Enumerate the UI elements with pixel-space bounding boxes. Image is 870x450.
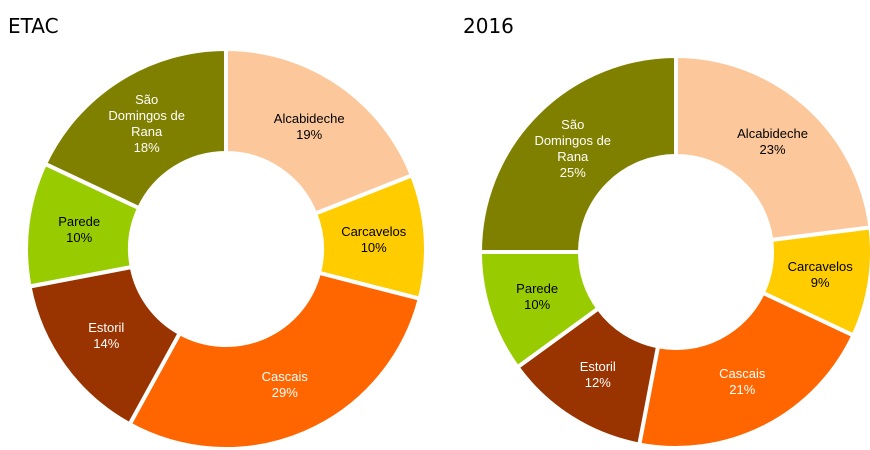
value-label: 10% xyxy=(66,230,93,246)
category-label: Alcabideche xyxy=(737,126,808,142)
donut-slice xyxy=(42,46,228,211)
slice-label: São Domingos de Rana 18% xyxy=(108,92,186,156)
category-label: Cascais xyxy=(261,368,308,384)
value-label: 23% xyxy=(759,142,786,158)
slice-label: Estoril 14% xyxy=(88,320,124,352)
donut-slice xyxy=(477,53,678,254)
value-label: 19% xyxy=(296,126,323,142)
value-label: 9% xyxy=(810,274,830,290)
category-label: Cascais xyxy=(719,366,766,382)
value-label: 10% xyxy=(360,239,387,255)
slice-label: Alcabideche 19% xyxy=(274,111,345,143)
slice-label: Alcabideche 23% xyxy=(737,126,808,158)
slice-label: Estoril 12% xyxy=(580,359,616,391)
value-label: 14% xyxy=(93,335,120,351)
category-label: Parede xyxy=(58,214,101,230)
slice-label: Parede 10% xyxy=(58,214,100,246)
value-label: 12% xyxy=(584,375,611,391)
donut-slice xyxy=(126,270,423,450)
slice-label: São Domingos de Rana 25% xyxy=(534,117,612,181)
category-label: Carcavelos xyxy=(341,223,407,239)
chart-title: 2016 xyxy=(463,14,514,38)
value-label: 25% xyxy=(559,164,586,180)
category-label: Estoril xyxy=(579,359,616,375)
category-label: Carcavelos xyxy=(787,258,853,274)
slice-label: Cascais 29% xyxy=(262,369,308,401)
slice-label: Carcavelos 10% xyxy=(341,224,406,256)
category-label: São Domingos de Rana xyxy=(534,116,612,164)
value-label: 10% xyxy=(524,297,551,313)
value-label: 29% xyxy=(271,384,298,400)
chart-title: ETAC xyxy=(8,14,59,38)
value-label: 18% xyxy=(133,140,160,156)
value-label: 21% xyxy=(729,382,756,398)
donut-slice xyxy=(674,53,870,243)
donut-slice xyxy=(636,290,857,450)
slice-label: Carcavelos 9% xyxy=(788,259,853,291)
donut-slice xyxy=(224,46,415,217)
category-label: Parede xyxy=(516,281,559,297)
category-label: São Domingos de Rana xyxy=(108,92,185,140)
slice-label: Cascais 21% xyxy=(719,366,765,398)
category-label: Estoril xyxy=(88,319,125,335)
category-label: Alcabideche xyxy=(273,110,345,126)
slice-label: Parede 10% xyxy=(516,281,558,313)
